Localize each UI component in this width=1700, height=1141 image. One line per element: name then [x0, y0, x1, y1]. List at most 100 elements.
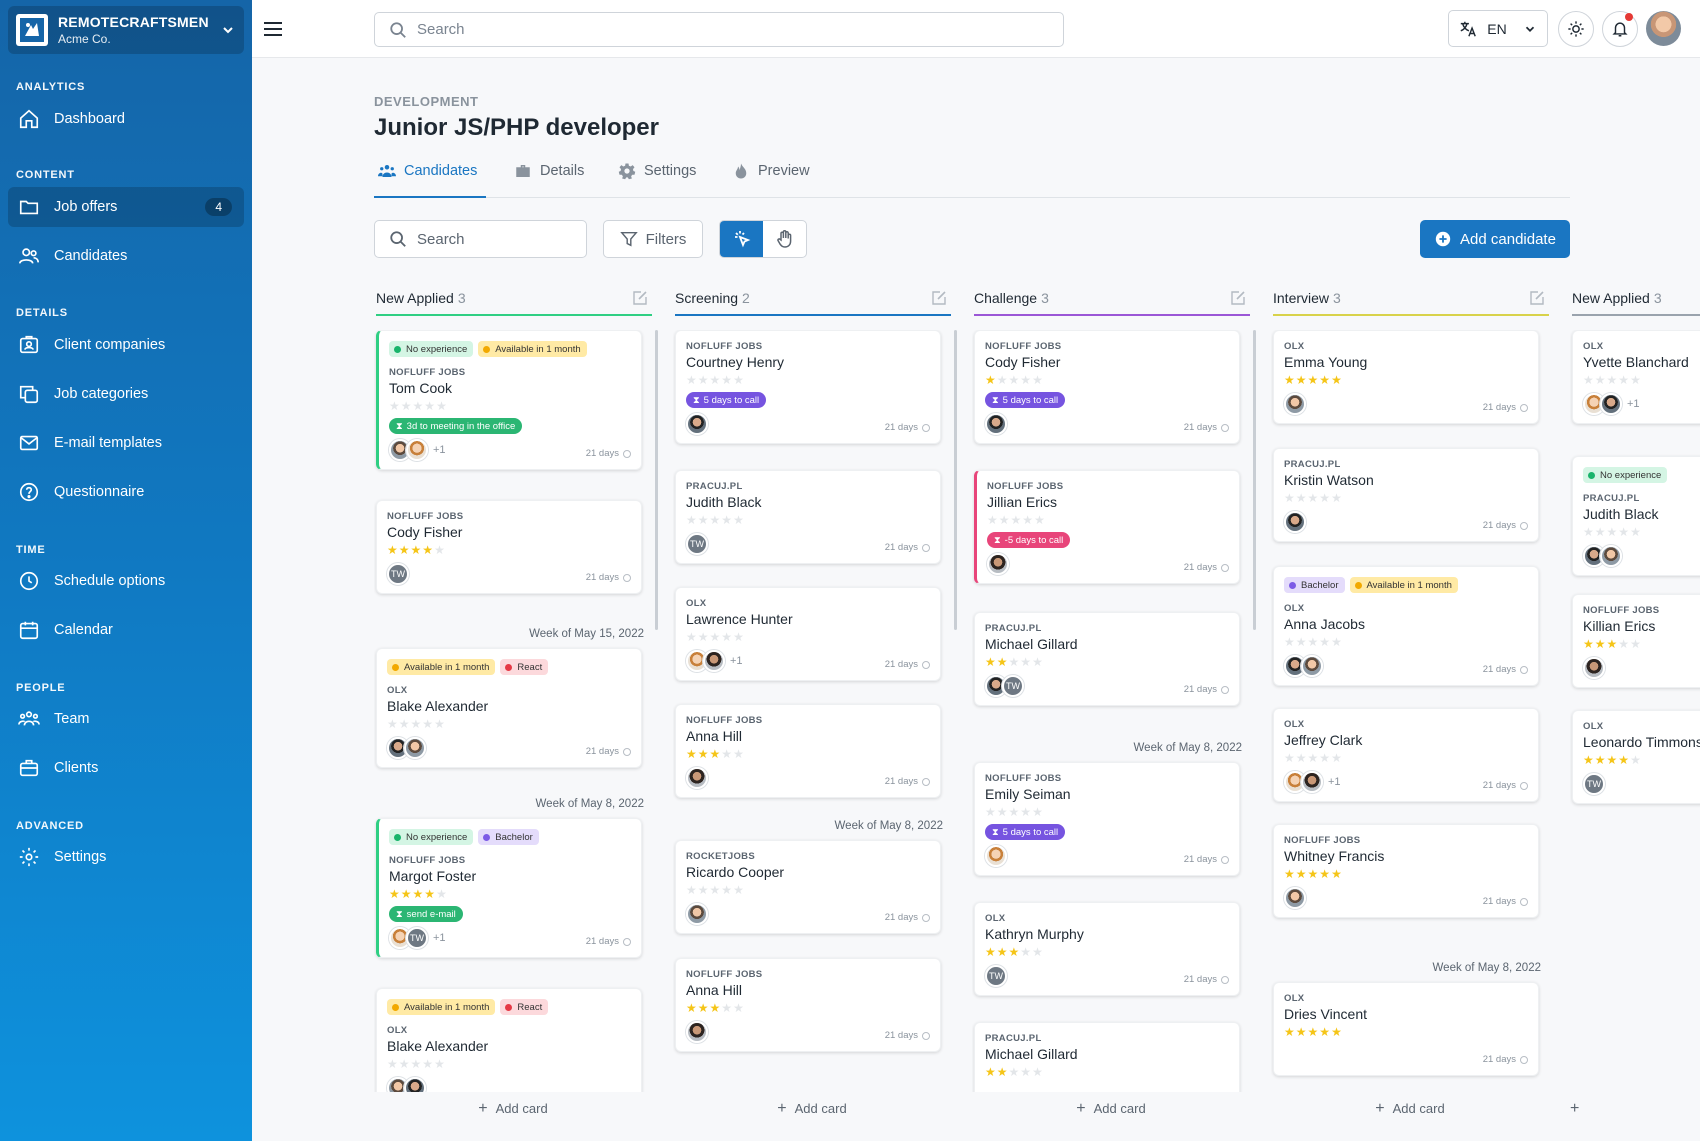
candidate-card[interactable]: NOFLUFF JOBS Cody Fisher ★★★★★ TW 21 days	[376, 500, 642, 594]
info-icon	[922, 660, 930, 669]
column-scrollbar[interactable]	[655, 330, 658, 630]
theme-toggle-button[interactable]	[1558, 11, 1594, 47]
add-card-button[interactable]: + Add card	[1271, 1100, 1549, 1118]
candidate-card[interactable]: PRACUJ.PL Michael Gillard ★★★★★ TW 21 days	[974, 612, 1240, 706]
candidate-card[interactable]: PRACUJ.PL Judith Black ★★★★★ TW 21 days	[675, 470, 941, 564]
tab-details[interactable]: Details	[514, 162, 584, 180]
candidate-card[interactable]: No experience Available in 1 month NOFLUFF…	[376, 330, 642, 470]
tab-settings[interactable]: Settings	[618, 162, 696, 180]
add-card-button[interactable]: + Add card	[972, 1100, 1250, 1118]
candidate-card[interactable]: NOFLUFF JOBS Anna Hill ★★★★★ 21 days	[675, 704, 941, 798]
candidate-card[interactable]: PRACUJ.PL Kristin Watson ★★★★★ 21 days	[1273, 448, 1539, 542]
sidebar-item-job-offers[interactable]: Job offers 4	[8, 187, 244, 227]
search-icon	[390, 21, 406, 38]
candidate-card[interactable]: OLX Dries Vincent ★★★★★ 21 days	[1273, 982, 1539, 1076]
add-card-button[interactable]: + Add card	[374, 1100, 652, 1118]
edit-column-icon[interactable]	[632, 290, 648, 306]
column-scrollbar[interactable]	[954, 330, 957, 630]
days-label: 21 days	[884, 776, 918, 787]
card-source: NOFLUFF JOBS	[985, 341, 1062, 352]
sidebar-item-calendar[interactable]: Calendar	[8, 610, 244, 650]
sidebar-item-schedule-options[interactable]: Schedule options	[8, 561, 244, 601]
candidate-card[interactable]: NOFLUFF JOBS Emily Seiman ★★★★★ ⧗ 5 days to …	[974, 762, 1240, 876]
candidate-card[interactable]: NOFLUFF JOBS Cody Fisher ★★★★★ ⧗ 5 days to c…	[974, 330, 1240, 444]
sidebar-item-candidates[interactable]: Candidates	[8, 236, 244, 276]
star-icon: ★	[1020, 655, 1033, 669]
org-switcher[interactable]: REMOTECRAFTSMEN Acme Co.	[8, 6, 244, 54]
candidate-card[interactable]: Available in 1 month React OLX Blake Alexan…	[376, 988, 642, 1092]
candidate-card[interactable]: OLX Jeffrey Clark ★★★★★ +1 21 days	[1273, 708, 1539, 802]
candidate-card[interactable]: Bachelor Available in 1 month OLX Anna Jaco…	[1273, 566, 1539, 686]
star-icon: ★	[1307, 867, 1320, 881]
sidebar-item-clients[interactable]: Clients	[8, 748, 244, 788]
language-label: EN	[1487, 20, 1507, 37]
rating-stars: ★★★★★	[686, 883, 745, 897]
add-card-button[interactable]: +	[1570, 1100, 1610, 1118]
pan-mode-button[interactable]	[763, 221, 806, 257]
sidebar-item-settings[interactable]: Settings	[8, 837, 244, 877]
global-search-input[interactable]: Search	[374, 12, 1064, 47]
candidate-card[interactable]: NOFLUFF JOBS Whitney Francis ★★★★★ 21 days	[1273, 824, 1539, 918]
filters-label: Filters	[645, 230, 687, 248]
candidate-card[interactable]: NOFLUFF JOBS Jillian Erics ★★★★★ ⧗ -5 days t…	[974, 470, 1240, 584]
job-offers-count-badge: 4	[205, 198, 232, 216]
tag-dot	[392, 663, 399, 671]
days-in-stage: 21 days	[1184, 974, 1229, 985]
edit-column-icon[interactable]	[1230, 290, 1246, 306]
hourglass-icon: ⧗	[396, 908, 403, 920]
add-candidate-button[interactable]: Add candidate	[1420, 220, 1570, 258]
candidate-card[interactable]: OLX Emma Young ★★★★★ 21 days	[1273, 330, 1539, 424]
candidate-card[interactable]: OLX Yvette Blanchard ★★★★★ +1	[1572, 330, 1700, 424]
candidate-card[interactable]: OLX Lawrence Hunter ★★★★★ +1 21 days	[675, 587, 941, 681]
filters-button[interactable]: Filters	[603, 220, 703, 258]
card-tags: Available in 1 month React	[387, 999, 549, 1015]
card-tags: No experience Bachelor	[389, 829, 539, 845]
candidate-card[interactable]: Available in 1 month React OLX Blake Alexan…	[376, 648, 642, 768]
sidebar-item-email-templates[interactable]: E-mail templates	[8, 423, 244, 463]
sidebar-item-job-categories[interactable]: Job categories	[8, 374, 244, 414]
tab-candidates[interactable]: Candidates	[378, 162, 477, 180]
info-icon	[1520, 1055, 1528, 1064]
candidate-card[interactable]: No experience PRACUJ.PL Judith Black ★★★★★	[1572, 456, 1700, 576]
tag-dot	[1289, 581, 1296, 589]
sidebar-item-questionnaire[interactable]: Questionnaire	[8, 472, 244, 512]
days-in-stage: 21 days	[1483, 664, 1528, 675]
select-mode-button[interactable]	[720, 221, 763, 257]
candidate-card[interactable]: NOFLUFF JOBS Courtney Henry ★★★★★ ⧗ 5 days t…	[675, 330, 941, 444]
star-icon: ★	[410, 543, 423, 557]
candidate-card[interactable]: PRACUJ.PL Michael Gillard ★★★★★	[974, 1022, 1240, 1092]
card-source: PRACUJ.PL	[1583, 493, 1640, 504]
tag-label: No experience	[406, 831, 468, 843]
days-label: 21 days	[1183, 562, 1217, 573]
edit-column-icon[interactable]	[931, 290, 947, 306]
card-avatars	[686, 1021, 708, 1043]
sidebar-item-team[interactable]: Team	[8, 699, 244, 739]
menu-icon[interactable]	[262, 18, 284, 40]
candidate-card[interactable]: OLX Leonardo Timmons ★★★★★ TW	[1572, 710, 1700, 804]
kanban-column: New Applied 3 OLX Yvette Blanchard ★★★★★ +1 No…	[1570, 286, 1700, 1141]
edit-column-icon[interactable]	[1529, 290, 1545, 306]
add-card-button[interactable]: + Add card	[673, 1100, 951, 1118]
sidebar-item-dashboard[interactable]: Dashboard	[8, 99, 244, 139]
candidate-card[interactable]: NOFLUFF JOBS Anna Hill ★★★★★ 21 days	[675, 958, 941, 1052]
card-avatars: +1	[389, 439, 446, 461]
star-icon: ★	[721, 883, 734, 897]
column-scrollbar[interactable]	[1253, 330, 1256, 630]
deadline-label: -5 days to call	[1004, 534, 1064, 546]
user-avatar[interactable]	[1646, 11, 1681, 46]
candidate-card[interactable]: NOFLUFF JOBS Killian Erics ★★★★★	[1572, 594, 1700, 688]
board-search-input[interactable]: Search	[374, 220, 587, 258]
star-icon: ★	[697, 747, 710, 761]
star-icon: ★	[1032, 945, 1044, 959]
candidate-card[interactable]: ROCKETJOBS Ricardo Cooper ★★★★★ 21 days	[675, 840, 941, 934]
candidate-card[interactable]: No experience Bachelor NOFLUFF JOBS Margot …	[376, 818, 642, 958]
days-label: 21 days	[1183, 684, 1217, 695]
language-select[interactable]: EN	[1448, 10, 1548, 47]
star-icon: ★	[400, 887, 413, 901]
candidate-card[interactable]: OLX Kathryn Murphy ★★★★★ TW 21 days	[974, 902, 1240, 996]
rating-stars: ★★★★★	[985, 805, 1044, 819]
notifications-button[interactable]	[1602, 11, 1638, 47]
tag-dot	[483, 833, 491, 841]
tab-preview[interactable]: Preview	[732, 162, 810, 180]
sidebar-item-client-companies[interactable]: Client companies	[8, 325, 244, 365]
